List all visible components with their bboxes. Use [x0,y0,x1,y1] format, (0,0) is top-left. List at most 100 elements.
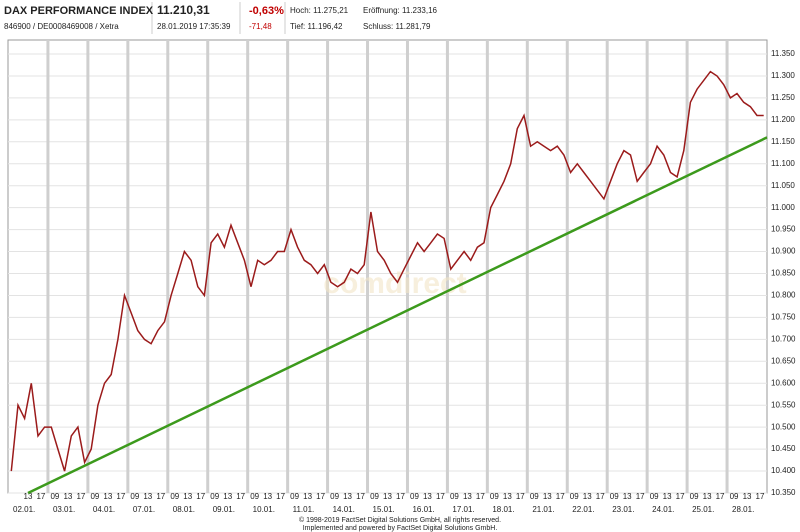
x-tick-label: 16.01. [412,505,434,514]
hour-label: 09 [210,492,219,501]
hour-label: 17 [116,492,125,501]
hour-label: 17 [516,492,525,501]
x-tick-label: 23.01. [612,505,634,514]
hour-label: 09 [490,492,499,501]
y-tick-label: 11.300 [771,71,795,80]
y-tick-label: 10.800 [771,291,796,300]
hour-label: 09 [130,492,139,501]
hour-label: 17 [436,492,445,501]
hour-label: 13 [703,492,712,501]
y-tick-label: 10.950 [771,225,796,234]
hour-label: 13 [743,492,752,501]
hour-label: 17 [76,492,85,501]
hour-label: 17 [356,492,365,501]
y-tick-label: 10.400 [771,466,796,475]
hour-label: 13 [503,492,512,501]
hour-label: 09 [250,492,259,501]
hour-label: 09 [530,492,539,501]
close: Schluss: 11.281,79 [363,22,431,31]
hour-label: 09 [650,492,659,501]
watermark: comdirect [323,267,466,300]
footer: Implemented and powered by FactSet Digit… [303,525,498,532]
hour-label: 13 [583,492,592,501]
hour-label: 13 [263,492,272,501]
y-tick-label: 10.750 [771,313,796,322]
y-tick-label: 10.450 [771,444,796,453]
hour-label: 09 [90,492,99,501]
hour-label: 09 [330,492,339,501]
hour-label: 17 [676,492,685,501]
y-tick-label: 10.700 [771,334,796,343]
x-tick-label: 08.01. [173,505,195,514]
hour-label: 09 [570,492,579,501]
trend-line [27,136,768,495]
x-tick-label: 04.01. [93,505,115,514]
hour-label: 09 [290,492,299,501]
hour-label: 17 [716,492,725,501]
hour-label: 17 [476,492,485,501]
hour-label: 13 [463,492,472,501]
hour-label: 17 [36,492,45,501]
hour-label: 17 [156,492,165,501]
hour-label: 13 [223,492,232,501]
price: 11.210,31 [157,3,210,17]
hour-label: 13 [143,492,152,501]
hour-label: 09 [730,492,739,501]
hour-label: 17 [556,492,565,501]
hour-label: 09 [610,492,619,501]
price-line [10,70,764,472]
change-pct: -0,63% [249,5,284,17]
x-tick-label: 18.01. [492,505,514,514]
hour-label: 09 [170,492,179,501]
hour-label: 17 [276,492,285,501]
x-tick-label: 24.01. [652,505,674,514]
x-tick-label: 07.01. [133,505,155,514]
y-tick-label: 11.100 [771,159,795,168]
y-tick-label: 11.000 [771,203,795,212]
hour-label: 13 [303,492,312,501]
index-name: DAX PERFORMANCE INDEX [4,5,154,17]
hour-label: 13 [103,492,112,501]
hour-label: 17 [596,492,605,501]
x-tick-label: 11.01. [293,505,315,514]
x-tick-label: 14.01. [333,505,355,514]
x-tick-label: 21.01. [532,505,554,514]
hour-label: 17 [316,492,325,501]
y-tick-label: 10.500 [771,422,796,431]
y-tick-label: 11.350 [771,49,795,58]
x-tick-label: 09.01. [213,505,235,514]
footer: © 1998-2019 FactSet Digital Solutions Gm… [299,516,501,524]
hour-label: 13 [543,492,552,501]
x-tick-label: 10.01. [253,505,275,514]
hour-label: 17 [636,492,645,501]
header-bg [0,0,800,36]
x-tick-label: 15.01. [373,505,395,514]
y-tick-label: 10.900 [771,247,796,256]
x-tick-label: 25.01. [692,505,714,514]
ids: 846900 / DE0008469008 / Xetra [4,22,119,31]
open: Eröffnung: 11.233,16 [363,6,438,15]
hour-label: 13 [24,492,33,501]
hour-label: 13 [423,492,432,501]
hour-label: 09 [410,492,419,501]
timestamp: 28.01.2019 17:35:39 [157,22,231,31]
hour-label: 13 [63,492,72,501]
x-tick-label: 17.01. [452,505,474,514]
x-tick-label: 02.01. [13,505,35,514]
y-tick-label: 11.150 [771,137,795,146]
y-tick-label: 10.350 [771,488,796,497]
y-tick-label: 11.250 [771,93,795,102]
x-tick-label: 22.01. [572,505,594,514]
x-tick-label: 28.01. [732,505,754,514]
hour-label: 13 [663,492,672,501]
hour-label: 13 [183,492,192,501]
y-tick-label: 10.600 [771,378,796,387]
y-tick-label: 10.650 [771,356,796,365]
hour-label: 09 [450,492,459,501]
high: Hoch: 11.275,21 [290,6,349,15]
hour-label: 09 [370,492,379,501]
x-tick-label: 03.01. [53,505,75,514]
y-tick-label: 10.850 [771,269,796,278]
hour-label: 17 [236,492,245,501]
